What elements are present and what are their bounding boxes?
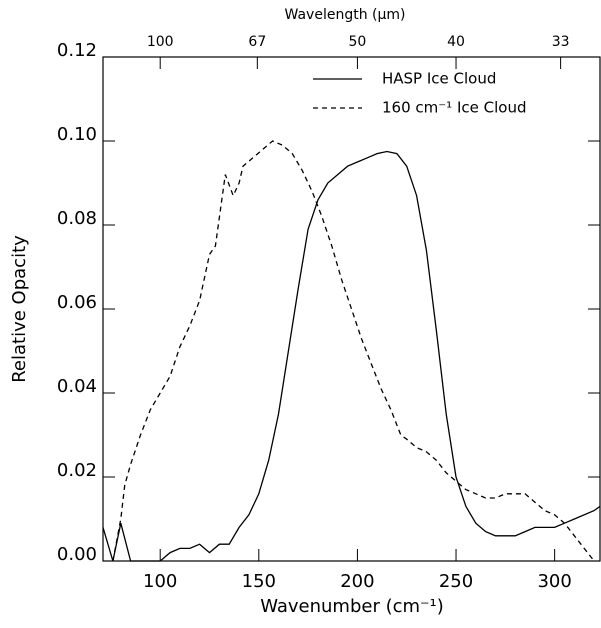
x2-tick-label: 33: [552, 34, 570, 50]
plot-frame: [102, 56, 601, 562]
y-tick-label: 0.06: [57, 292, 97, 313]
y-tick-label: 0.08: [57, 208, 97, 229]
y-tick-label: 0.00: [57, 544, 97, 565]
x2-tick-label: 40: [447, 34, 465, 50]
legend-label: HASP Ice Cloud: [382, 70, 496, 88]
x-tick-label: 250: [439, 571, 473, 592]
y-tick-label: 0.04: [57, 376, 97, 397]
series-line: [102, 150, 601, 562]
x2-axis-label: Wavelength (μm): [285, 7, 406, 23]
legend-label: 160 cm⁻¹ Ice Cloud: [382, 99, 526, 117]
y-tick-label: 0.02: [57, 460, 97, 481]
x-tick-label: 300: [537, 571, 571, 592]
y-axis-label: Relative Opacity: [9, 235, 30, 383]
series-line: [112, 140, 595, 562]
x-tick-label: 150: [242, 571, 276, 592]
y-tick-label: 0.10: [57, 124, 97, 145]
x2-tick-label: 100: [147, 34, 174, 50]
y-tick-label: 0.12: [57, 40, 97, 61]
x-tick-label: 100: [143, 571, 177, 592]
x2-tick-label: 67: [248, 34, 266, 50]
x2-tick-label: 50: [349, 34, 367, 50]
x-tick-label: 200: [340, 571, 374, 592]
x-axis-label: Wavenumber (cm⁻¹): [260, 596, 444, 617]
